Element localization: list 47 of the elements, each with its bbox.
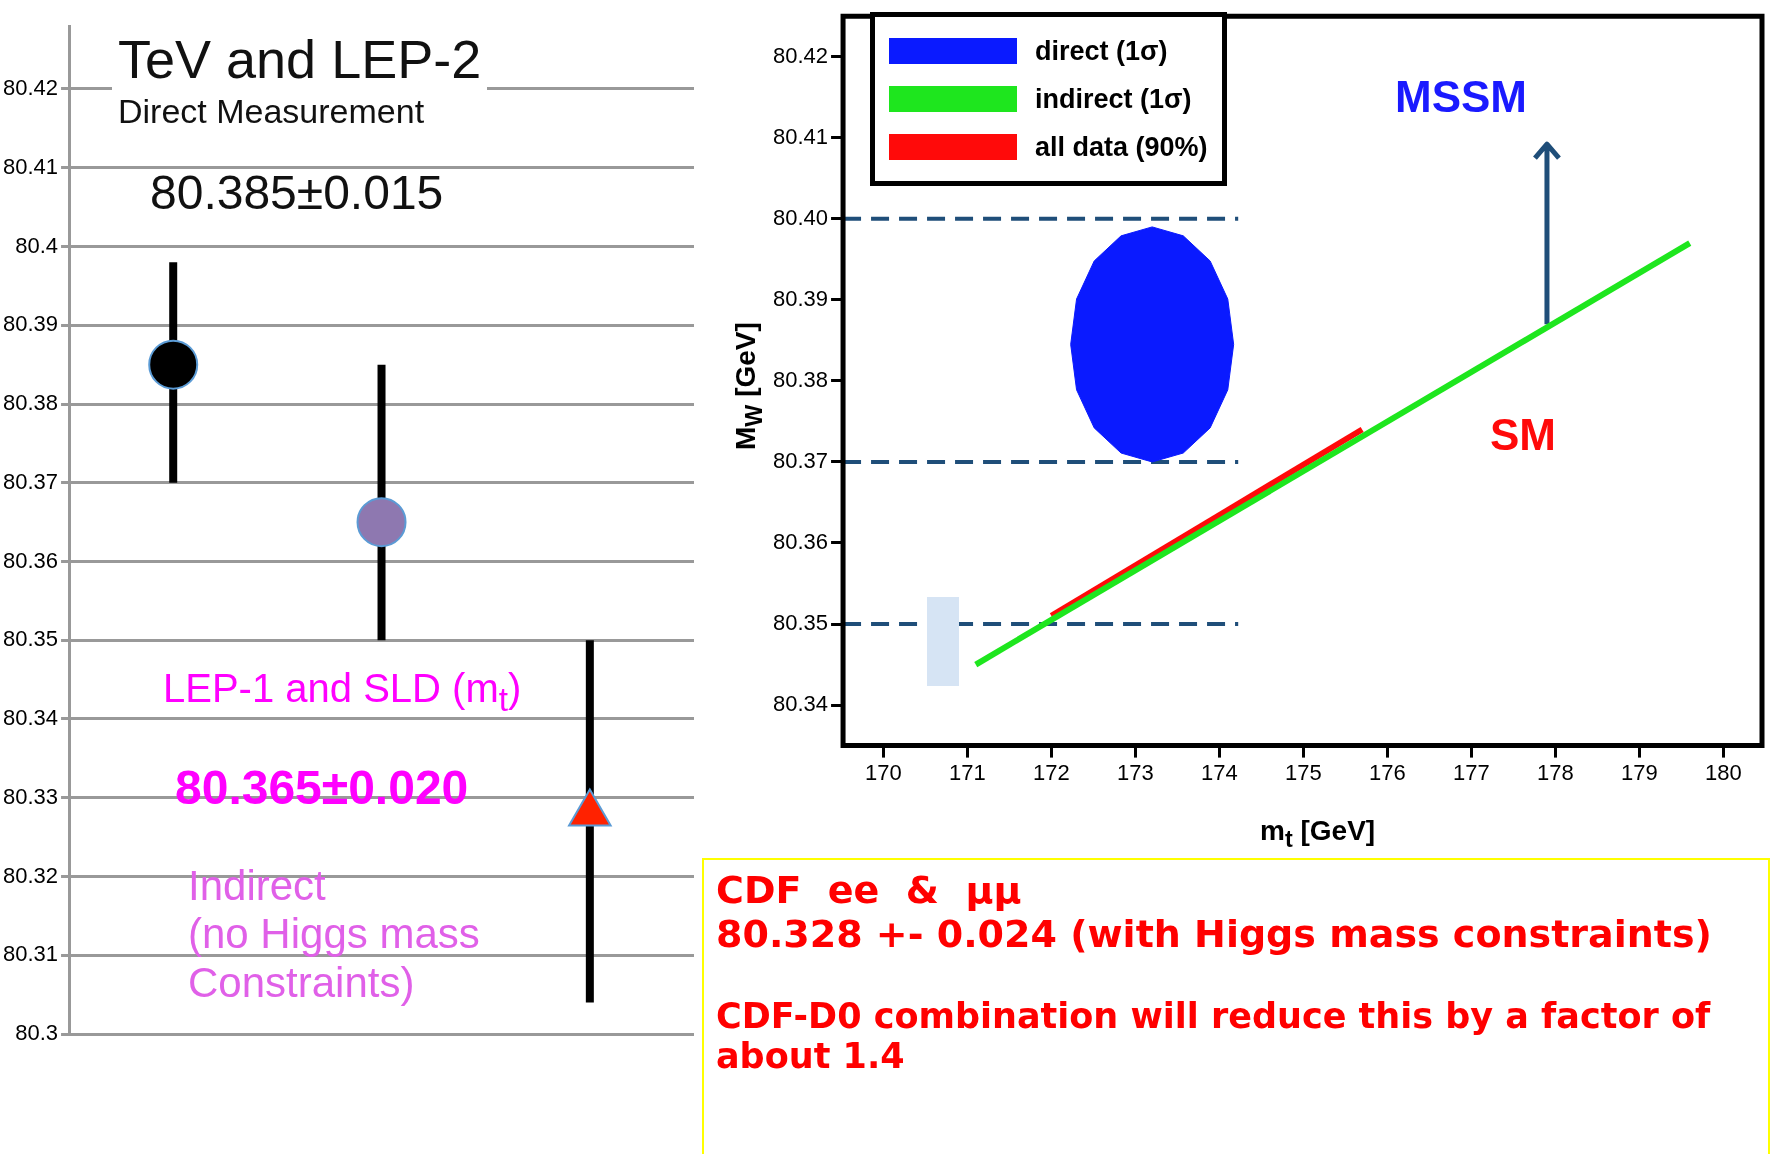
y-tick-label: 80.3 [15,1020,59,1046]
y-tick-label: 80.39 [2,311,59,337]
x-tick-label: 176 [1369,759,1406,785]
x-tick-label: 174 [1201,759,1238,785]
y-tick-label: 80.4 [15,232,59,258]
y-tick-label: 80.42 [772,42,829,68]
text: Direct Measurement [112,92,431,132]
y-tick-label: 80.32 [2,862,59,888]
text: CDF ee & μμ [716,868,1023,912]
y-tick-label: 80.33 [2,783,59,809]
legend-label: direct (1σ) [1035,35,1168,67]
y-tick-label: 80.42 [2,75,59,101]
y-tick-label: 80.41 [2,153,59,179]
y-tick-label: 80.36 [2,547,59,573]
y-tick-label: 80.38 [772,366,829,392]
x-tick-label: 171 [949,759,986,785]
annotation: LEP-1 and SLD (m$_{t}$) [163,665,522,720]
text: CDF-D0 combination will reduce this by a factor of about 1.4 [716,996,1712,1076]
annotation: SM [1490,410,1556,461]
y-tick-label: 80.37 [772,448,829,474]
x-tick-label: 177 [1453,759,1490,785]
y-tick-label: 80.35 [2,626,59,652]
chart-title: TeV and LEP-2 [112,28,488,91]
y-tick-label: 80.41 [772,123,829,149]
y-tick-label: 80.34 [772,691,829,717]
legend-label: indirect (1σ) [1035,83,1192,115]
x-tick-label: 178 [1537,759,1574,785]
x-tick-label: 170 [865,759,902,785]
y-tick-label: 80.38 [2,390,59,416]
annotation: 80.385±0.015 [150,165,444,221]
annotation: MSSM [1395,72,1527,123]
y-tick-label: 80.39 [772,285,829,311]
legend-label: all data (90%) [1035,131,1208,163]
text: 80.328 +- 0.024 (with Higgs mass constraints) [716,912,1713,956]
y-tick-label: 80.35 [772,610,829,636]
x-tick-label: 175 [1285,759,1322,785]
x-tick-label: 172 [1033,759,1070,785]
x-axis-title: m$_{t}$ [GeV] [1260,815,1376,853]
x-tick-label: 173 [1117,759,1154,785]
y-tick-label: 80.31 [2,941,59,967]
y-tick-label: 80.37 [2,468,59,494]
y-tick-label: 80.40 [772,204,829,230]
x-tick-label: 180 [1705,759,1742,785]
x-tick-label: 179 [1621,759,1658,785]
y-tick-label: 80.36 [772,529,829,555]
annotation: 80.365±0.020 [175,760,469,816]
y-tick-label: 80.34 [2,705,59,731]
